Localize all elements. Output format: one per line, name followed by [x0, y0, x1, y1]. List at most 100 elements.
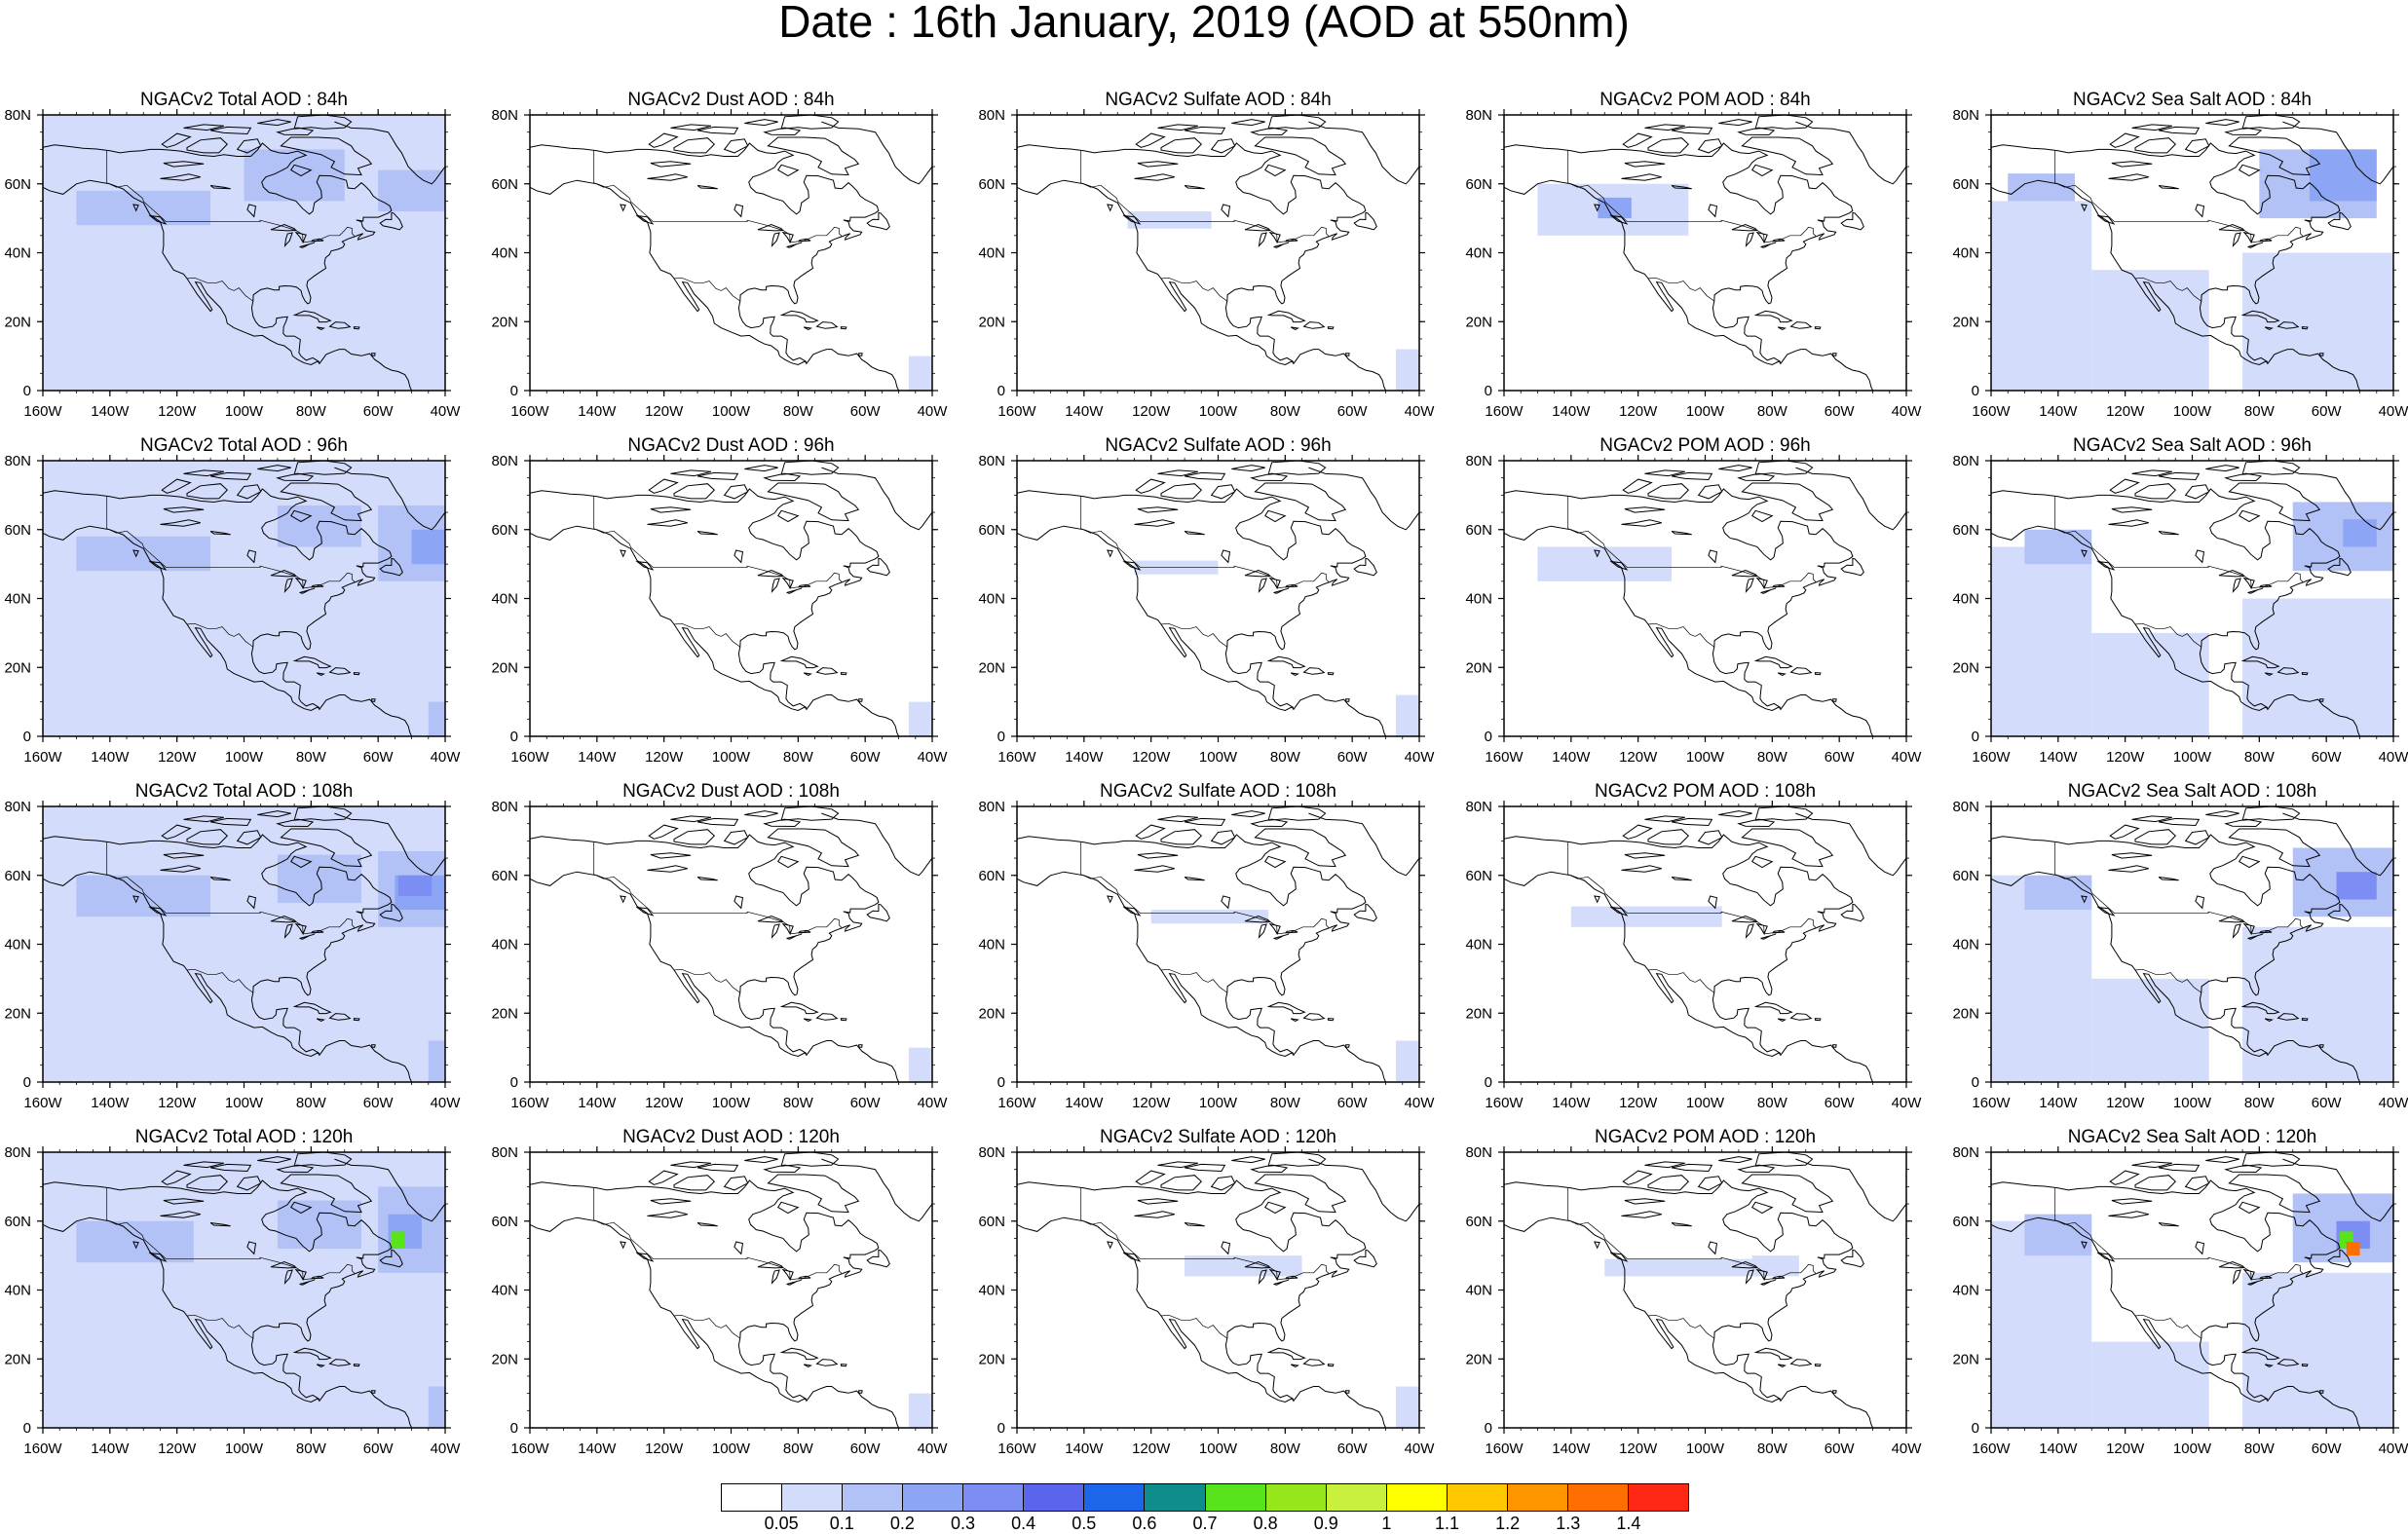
coastline [1184, 1222, 1205, 1227]
aod-patch [2091, 270, 2209, 391]
lon-tick-label: 80W [1757, 749, 1788, 766]
lon-tick-label: 120W [2106, 749, 2145, 766]
coastline [2240, 1347, 2280, 1361]
lon-tick-label: 40W [1892, 1095, 1923, 1111]
coastline [2159, 817, 2201, 827]
lat-tick-label: 20N [1952, 314, 1979, 330]
coastline [670, 815, 712, 823]
coastline [1267, 806, 1327, 821]
political-border [166, 911, 356, 935]
coastline [1258, 1269, 1267, 1285]
coastline [1671, 185, 1692, 190]
lat-tick-label: 60N [1952, 1214, 1979, 1230]
political-border [2134, 277, 2202, 302]
coastline [289, 1201, 313, 1215]
coastline [1671, 877, 1692, 881]
panel-title: NGACv2 Total AOD : 120h [135, 1127, 354, 1147]
coastline [620, 549, 626, 558]
lat-tick-label: 40N [491, 1283, 518, 1299]
coastline [1266, 1347, 1306, 1361]
coastline [866, 557, 890, 577]
political-border [1627, 1256, 1817, 1281]
coastline [1267, 1152, 1327, 1167]
coastline [779, 1001, 819, 1015]
coastline [1254, 1174, 1347, 1214]
coastline [1284, 238, 1298, 243]
coastline [1840, 903, 1864, 922]
coastline [1718, 465, 1752, 472]
colorbar-label: 1.4 [1616, 1514, 1641, 1533]
coastline [1017, 488, 1367, 709]
coastline [280, 482, 373, 522]
lon-tick-label: 120W [1132, 1440, 1171, 1457]
coastline [815, 321, 839, 329]
lon-tick-label: 80W [783, 1440, 814, 1457]
coastline [1353, 211, 1377, 231]
coastline [1327, 326, 1335, 330]
coastline [744, 1156, 778, 1164]
coastline [2109, 478, 2140, 494]
coastline [1760, 1279, 1776, 1286]
lon-tick-label: 120W [645, 403, 684, 420]
lat-tick-label: 60N [1952, 868, 1979, 884]
colorbar-swatch [1265, 1484, 1327, 1511]
lat-tick-label: 60N [4, 522, 31, 539]
lat-tick-label: 20N [1952, 1351, 1979, 1367]
coastline [723, 138, 749, 154]
coastline [1624, 506, 1666, 513]
political-border [1080, 150, 1141, 222]
lon-tick-label: 140W [91, 1095, 130, 1111]
lon-tick-label: 120W [645, 749, 684, 766]
political-border [653, 565, 843, 589]
political-border [1627, 565, 1817, 589]
coastline [1647, 483, 1690, 500]
coastline [276, 127, 315, 136]
coastline [2238, 1201, 2261, 1215]
coastline [2264, 326, 2274, 330]
coastline [334, 467, 445, 531]
figure-title: Date : 16th January, 2019 (AOD at 550nm) [778, 0, 1630, 47]
coastline [530, 1179, 880, 1401]
lon-tick-label: 80W [1757, 1440, 1788, 1457]
lon-tick-label: 160W [23, 749, 62, 766]
coastline [1122, 560, 1142, 571]
coastline [1991, 834, 2341, 1055]
coastline [1622, 824, 1653, 840]
coastline [2159, 1163, 2201, 1173]
coastline [1708, 1241, 1718, 1255]
coastline [2096, 906, 2116, 917]
lat-tick-label: 80N [1952, 453, 1979, 469]
lon-tick-label: 80W [296, 1440, 327, 1457]
aod-patch [908, 1047, 932, 1082]
aod-patch [277, 505, 361, 547]
map-panel: NGACv2 Sea Salt AOD : 96h 160W 140W 120W 100… [1952, 435, 2408, 766]
lat-tick-label: 60N [1465, 868, 1492, 884]
coastline [1017, 834, 1367, 1055]
map-panel: NGACv2 Total AOD : 120h 160W 140W 120W 100W 8… [4, 1127, 461, 1457]
lon-tick-label: 60W [1337, 749, 1369, 766]
coastline [530, 1216, 900, 1428]
coastline [2195, 549, 2205, 564]
coastline [1345, 698, 1350, 702]
political-border [2134, 622, 2202, 648]
coastline [316, 326, 325, 330]
coastline [334, 121, 445, 185]
coastline [316, 1364, 325, 1367]
coastline [1345, 1044, 1350, 1048]
lat-tick-label: 0 [1485, 1074, 1492, 1091]
coastline [1789, 321, 1813, 329]
colorbar-swatch [1567, 1484, 1629, 1511]
political-border [166, 219, 356, 243]
coastline [1157, 469, 1198, 477]
coastline [1621, 865, 1662, 873]
coastline [316, 672, 325, 676]
political-border [1140, 1256, 1330, 1281]
coastline [2081, 549, 2088, 558]
lat-tick-label: 40N [4, 245, 31, 262]
political-border [593, 496, 654, 568]
coastline [2159, 471, 2201, 481]
lon-tick-label: 80W [296, 749, 327, 766]
coastline [2232, 578, 2241, 593]
coastline [1160, 829, 1203, 845]
coastline [1107, 1241, 1113, 1250]
